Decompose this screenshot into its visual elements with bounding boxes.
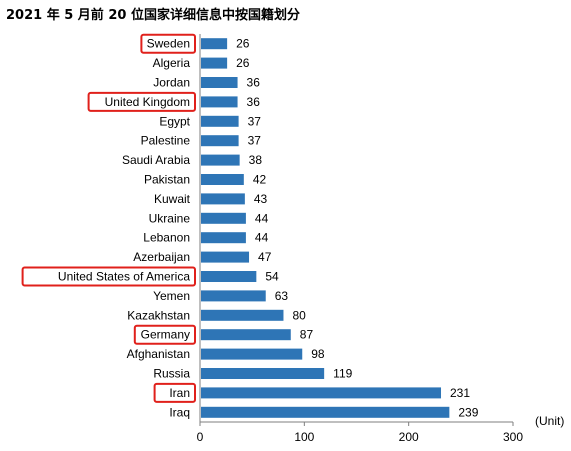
bar-egypt	[201, 115, 239, 127]
chart-title: 2021 年 5 月前 20 位国家详细信息中按国籍划分	[6, 8, 300, 23]
bar-ukraine	[201, 212, 246, 224]
value-label-algeria: 26	[236, 56, 250, 70]
value-label-saudi-arabia: 38	[249, 153, 263, 167]
bar-afghanistan	[201, 348, 303, 360]
value-label-pakistan: 42	[253, 173, 267, 187]
highlight-box-germany	[133, 324, 197, 345]
highlight-box-united-states-of-america	[21, 266, 196, 287]
bar-jordan	[201, 77, 238, 88]
bar-iraq	[201, 406, 450, 418]
x-tick-label: 200	[399, 430, 419, 444]
x-tick-label: 0	[197, 430, 204, 444]
highlight-box-sweden	[140, 33, 196, 54]
value-label-lebanon: 44	[255, 231, 269, 245]
x-tick-label: 100	[294, 430, 314, 444]
category-label-pakistan: Pakistan	[144, 173, 190, 187]
value-label-iraq: 239	[458, 405, 478, 419]
ticks-layer: 0 100 200 300	[197, 422, 523, 444]
category-label-palestine: Palestine	[141, 134, 191, 148]
bar-azerbaijan	[201, 251, 250, 263]
category-label-egypt: Egypt	[159, 114, 190, 128]
unit-label: (Unit)	[535, 414, 564, 428]
bar-united-states-of-america	[201, 271, 257, 282]
bar-lebanon	[201, 232, 246, 244]
category-label-russia: Russia	[153, 367, 190, 381]
labels-layer: Sweden 26 Algeria 26 Jordan 36 United Kingdom 3…	[21, 33, 479, 419]
value-label-iran: 231	[450, 386, 470, 400]
value-label-united-kingdom: 36	[247, 95, 261, 109]
bar-russia	[201, 368, 325, 379]
category-label-jordan: Jordan	[153, 76, 190, 90]
category-label-kuwait: Kuwait	[154, 192, 191, 206]
value-label-yemen: 63	[275, 289, 289, 303]
bar-kuwait	[201, 193, 245, 205]
value-label-sweden: 26	[236, 37, 250, 51]
category-label-yemen: Yemen	[153, 289, 190, 303]
bar-algeria	[201, 57, 228, 69]
category-label-ukraine: Ukraine	[149, 211, 191, 225]
bar-kazakhstan	[201, 309, 284, 321]
bar-saudi-arabia	[201, 154, 240, 166]
category-label-sweden: Sweden	[147, 37, 190, 51]
category-label-united-states-of-america: United States of America	[58, 270, 190, 284]
value-label-azerbaijan: 47	[258, 250, 272, 264]
bar-united-kingdom	[201, 96, 238, 108]
highlight-box-united-kingdom	[87, 91, 196, 112]
category-label-kazakhstan: Kazakhstan	[127, 308, 190, 322]
value-label-afghanistan: 98	[311, 347, 325, 361]
value-label-ukraine: 44	[255, 211, 269, 225]
value-label-kuwait: 43	[254, 192, 268, 206]
bar-iran	[201, 387, 442, 399]
category-label-afghanistan: Afghanistan	[127, 347, 190, 361]
bar-germany	[201, 329, 291, 341]
bars-layer	[201, 38, 450, 418]
category-label-saudi-arabia: Saudi Arabia	[122, 153, 190, 167]
bar-palestine	[201, 135, 239, 147]
value-label-kazakhstan: 80	[292, 308, 306, 322]
category-label-lebanon: Lebanon	[143, 231, 190, 245]
x-tick-label: 300	[503, 430, 523, 444]
value-label-russia: 119	[333, 367, 352, 381]
value-label-germany: 87	[300, 328, 314, 342]
value-label-united-states-of-america: 54	[265, 270, 279, 284]
category-label-iran: Iran	[169, 386, 190, 400]
category-label-iraq: Iraq	[169, 405, 190, 419]
category-label-algeria: Algeria	[153, 56, 191, 70]
bar-pakistan	[201, 174, 244, 185]
category-label-azerbaijan: Azerbaijan	[133, 250, 190, 264]
value-label-egypt: 37	[248, 114, 262, 128]
value-label-palestine: 37	[248, 134, 262, 148]
value-label-jordan: 36	[247, 76, 261, 90]
category-label-germany: Germany	[141, 328, 190, 342]
category-label-united-kingdom: United Kingdom	[105, 95, 190, 109]
bar-yemen	[201, 290, 266, 302]
bar-sweden	[201, 38, 228, 50]
highlight-box-iran	[153, 382, 197, 403]
